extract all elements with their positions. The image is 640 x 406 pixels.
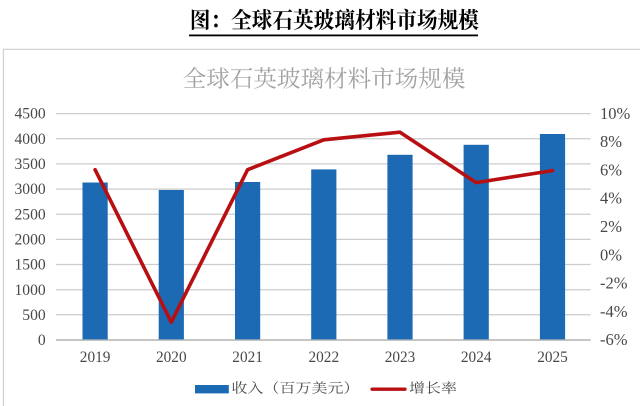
svg-text:3500: 3500 xyxy=(15,156,46,173)
svg-text:10%: 10% xyxy=(600,104,631,123)
svg-text:6%: 6% xyxy=(600,160,622,179)
svg-text:4500: 4500 xyxy=(15,106,46,123)
svg-text:2023: 2023 xyxy=(385,349,416,366)
svg-text:4000: 4000 xyxy=(15,131,46,148)
svg-text:0: 0 xyxy=(38,332,46,349)
svg-text:0%: 0% xyxy=(600,245,622,264)
svg-text:2019: 2019 xyxy=(80,349,111,366)
svg-text:-2%: -2% xyxy=(600,274,628,293)
svg-text:1500: 1500 xyxy=(15,257,46,274)
svg-text:2022: 2022 xyxy=(309,349,340,366)
svg-text:500: 500 xyxy=(22,307,46,324)
svg-text:2021: 2021 xyxy=(232,349,263,366)
svg-text:-6%: -6% xyxy=(600,330,628,349)
svg-text:1000: 1000 xyxy=(15,282,46,299)
svg-text:2025: 2025 xyxy=(537,349,568,366)
svg-text:2%: 2% xyxy=(600,217,622,236)
svg-text:2024: 2024 xyxy=(461,349,492,366)
svg-text:2000: 2000 xyxy=(15,232,46,249)
svg-text:8%: 8% xyxy=(600,132,622,151)
svg-text:-4%: -4% xyxy=(600,302,628,321)
svg-text:2020: 2020 xyxy=(156,349,187,366)
svg-text:3000: 3000 xyxy=(15,181,46,198)
svg-text:4%: 4% xyxy=(600,189,622,208)
svg-text:2500: 2500 xyxy=(15,206,46,223)
